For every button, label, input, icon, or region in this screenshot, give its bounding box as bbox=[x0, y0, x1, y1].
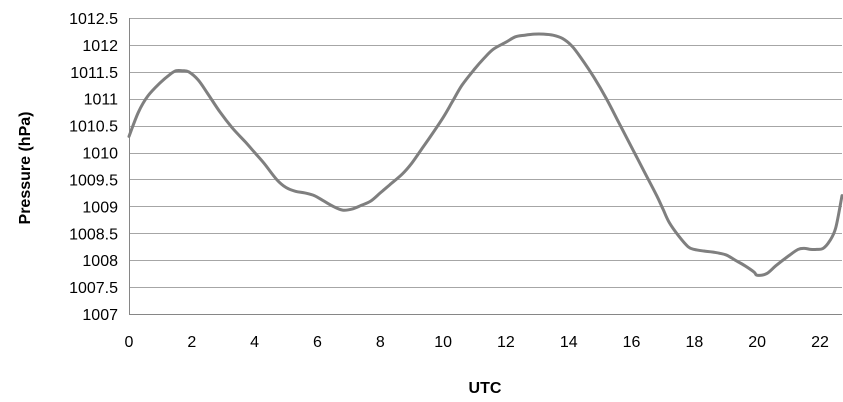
y-tick-label-6: 1010 bbox=[82, 146, 118, 163]
y-tick-label-0: 1007 bbox=[82, 307, 118, 324]
x-tick-label-7: 14 bbox=[560, 334, 578, 351]
axes bbox=[129, 18, 842, 315]
y-tick-label-8: 1011 bbox=[84, 92, 119, 109]
x-tick-label-4: 8 bbox=[376, 334, 385, 351]
y-tick-label-4: 1009 bbox=[82, 199, 118, 216]
x-tick-label-3: 6 bbox=[313, 334, 322, 351]
x-tick-labels: 0 2 4 6 8 10 12 14 16 18 20 22 bbox=[125, 334, 829, 351]
x-tick-label-10: 20 bbox=[748, 334, 766, 351]
y-tick-label-10: 1012 bbox=[82, 38, 118, 55]
gridlines bbox=[129, 18, 842, 315]
y-tick-label-1: 1007.5 bbox=[69, 280, 118, 297]
y-tick-label-5: 1009.5 bbox=[69, 172, 118, 189]
x-tick-label-9: 18 bbox=[685, 334, 703, 351]
x-tick-label-8: 16 bbox=[623, 334, 641, 351]
series-group bbox=[127, 32, 843, 277]
y-axis-title: Pressure (hPa) bbox=[17, 112, 34, 225]
x-tick-label-2: 4 bbox=[250, 334, 259, 351]
x-tick-label-6: 12 bbox=[497, 334, 515, 351]
x-tick-label-1: 2 bbox=[187, 334, 196, 351]
y-tick-label-3: 1008.5 bbox=[69, 226, 118, 243]
y-tick-label-7: 1010.5 bbox=[69, 119, 118, 136]
y-tick-label-11: 1012.5 bbox=[69, 11, 118, 28]
x-tick-label-0: 0 bbox=[125, 334, 134, 351]
y-tick-label-9: 1011.5 bbox=[70, 65, 118, 82]
series-line-0 bbox=[127, 32, 843, 277]
y-tick-labels: 1007 1007.5 1008 1008.5 1009 1009.5 1010 1010.5… bbox=[69, 11, 118, 324]
x-axis-title: UTC bbox=[469, 380, 502, 397]
x-tick-label-5: 10 bbox=[434, 334, 452, 351]
y-tick-label-2: 1008 bbox=[82, 253, 118, 270]
x-tick-label-11: 22 bbox=[811, 334, 829, 351]
